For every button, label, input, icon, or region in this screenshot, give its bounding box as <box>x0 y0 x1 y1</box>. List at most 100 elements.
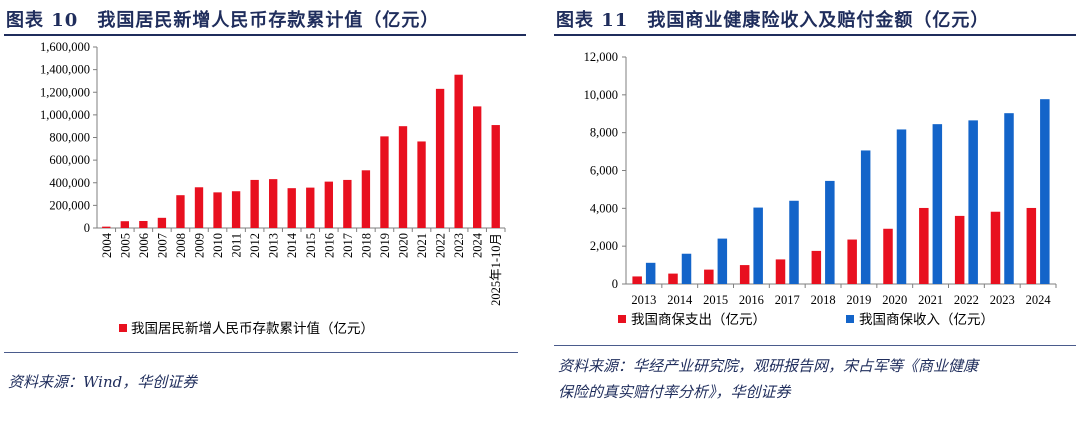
x-tick-label: 2017 <box>341 233 355 258</box>
x-tick-label: 2017 <box>775 293 800 307</box>
x-tick-label: 2016 <box>739 293 764 307</box>
legend-label-expense: 我国商保支出（亿元） <box>631 312 766 328</box>
legend-swatch-income <box>846 315 854 323</box>
bar-2017 <box>343 179 352 228</box>
bar-2021 <box>417 141 426 228</box>
bar-2005 <box>120 221 129 228</box>
bar-expense-2018 <box>811 250 822 284</box>
bar-income-2015 <box>717 238 728 284</box>
legend-label-income: 我国商保收入（亿元） <box>859 312 994 328</box>
y-tick-label: 6,000 <box>590 164 618 178</box>
y-tick-label: 600,000 <box>49 153 90 167</box>
source-line-1: 资料来源：华经产业研究院，观研报告网，宋占军等《商业健康 <box>558 357 979 375</box>
bar-expense-2019 <box>847 239 857 284</box>
bar-expense-2022 <box>954 215 965 284</box>
bar-2006 <box>139 220 148 228</box>
bar-income-2020 <box>896 129 907 284</box>
deposit-bar-chart: 0 200,000 400,000 600,000 800,000 1,000,000 1,… <box>40 40 506 337</box>
x-tick-label: 2013 <box>267 233 281 258</box>
bar-expense-2014 <box>668 273 678 284</box>
y-tick-label: 1,600,000 <box>40 40 90 54</box>
bar-2024 <box>473 106 482 228</box>
x-tick-label: 2004 <box>100 232 114 258</box>
source-note-left: 资料来源：Wind，华创证券 <box>8 373 198 391</box>
x-tick-label: 2018 <box>359 233 373 258</box>
bar-income-2019 <box>860 150 871 284</box>
bar-expense-2023 <box>990 211 1001 284</box>
y-tick-label: 0 <box>612 277 618 291</box>
y-tick-label: 2,000 <box>590 239 618 253</box>
y-tick-label: 400,000 <box>49 176 90 190</box>
x-tick-label: 2011 <box>230 233 244 258</box>
bar-income-2013 <box>645 262 656 284</box>
bar-expense-2021 <box>919 207 929 284</box>
bar-2009 <box>194 187 204 228</box>
x-tick-label: 2006 <box>137 233 151 258</box>
bar-2022 <box>435 88 445 228</box>
bar-2019 <box>380 136 389 228</box>
x-tick-label: 2009 <box>193 233 207 258</box>
legend-swatch <box>119 324 127 332</box>
x-tick-label: 2014 <box>667 293 693 307</box>
chart-panel-right: 图表 11 我国商业健康险收入及赔付金额（亿元） 0 2,000 4,000 6,00… <box>550 0 1080 421</box>
x-tick-label: 2022 <box>434 233 448 258</box>
bar-2023 <box>454 74 463 228</box>
health-insurance-bar-chart: 0 2,000 4,000 6,000 8,000 10,000 12,000 2013 201… <box>584 50 1057 328</box>
x-tick-label: 2008 <box>174 233 188 258</box>
chart-title-right: 图表 11 我国商业健康险收入及赔付金额（亿元） <box>556 10 990 31</box>
x-tick-label: 2015 <box>703 293 728 307</box>
x-tick-label: 2016 <box>322 233 336 258</box>
x-tick-label: 2019 <box>846 293 871 307</box>
y-tick-label: 10,000 <box>584 88 618 102</box>
x-tick-label: 2020 <box>882 293 907 307</box>
y-tick-label: 800,000 <box>49 131 90 145</box>
bar-2016 <box>324 181 333 228</box>
bar-expense-2024 <box>1026 207 1037 284</box>
bar-2010 <box>213 192 222 228</box>
x-tick-label: 2013 <box>631 293 656 307</box>
bar-income-2016 <box>753 207 763 284</box>
bar-2008 <box>176 195 185 228</box>
y-tick-label: 1,400,000 <box>40 63 90 77</box>
bar-expense-2020 <box>883 228 893 284</box>
bar-expense-2017 <box>775 259 786 284</box>
bar-expense-2016 <box>739 265 750 284</box>
bar-2015 <box>306 187 315 228</box>
y-tick-label: 12,000 <box>584 50 618 64</box>
x-tick-label: 2021 <box>415 233 429 258</box>
source-note-right: 资料来源：华经产业研究院，观研报告网，宋占军等《商业健康 保险的真实赔付率分析》… <box>558 353 978 405</box>
bar-income-2014 <box>681 253 692 284</box>
y-tick-label: 1,200,000 <box>40 85 90 99</box>
bar-2014 <box>287 188 296 228</box>
bar-income-2017 <box>789 200 799 284</box>
source-line-2: 保险的真实赔付率分析》，华创证券 <box>558 383 791 401</box>
x-tick-label: 2021 <box>918 293 943 307</box>
bar-income-2023 <box>1004 113 1014 285</box>
bar-expense-2013 <box>632 276 642 284</box>
y-tick-label: 200,000 <box>49 198 90 212</box>
x-tick-label: 2019 <box>378 233 392 258</box>
x-tick-label: 2015 <box>304 233 318 258</box>
title-underline-right <box>554 34 1076 36</box>
bar-income-2022 <box>968 120 978 284</box>
x-tick-label: 2018 <box>811 293 836 307</box>
source-divider-right <box>554 345 1076 346</box>
title-underline-left <box>4 34 526 36</box>
bar-income-2021 <box>932 124 943 284</box>
legend-label: 我国居民新增人民币存款累计值（亿元） <box>131 321 374 337</box>
x-tick-label: 2024 <box>1026 293 1052 307</box>
bar-2012 <box>250 179 259 228</box>
x-tick-label: 2012 <box>248 233 262 258</box>
x-tick-label: 2022 <box>954 293 979 307</box>
x-tick-label: 2023 <box>452 233 466 258</box>
y-tick-label: 1,000,000 <box>40 108 90 122</box>
x-tick-label: 2007 <box>155 233 169 258</box>
y-tick-label: 4,000 <box>590 201 618 215</box>
bar-2007 <box>157 217 167 228</box>
x-tick-label: 2025年1-10月 <box>489 233 503 306</box>
x-tick-label: 2020 <box>397 233 411 258</box>
bar-2018 <box>361 170 371 228</box>
y-tick-label: 0 <box>84 221 90 235</box>
bar-2011 <box>231 191 241 228</box>
bar-income-2018 <box>825 180 835 284</box>
